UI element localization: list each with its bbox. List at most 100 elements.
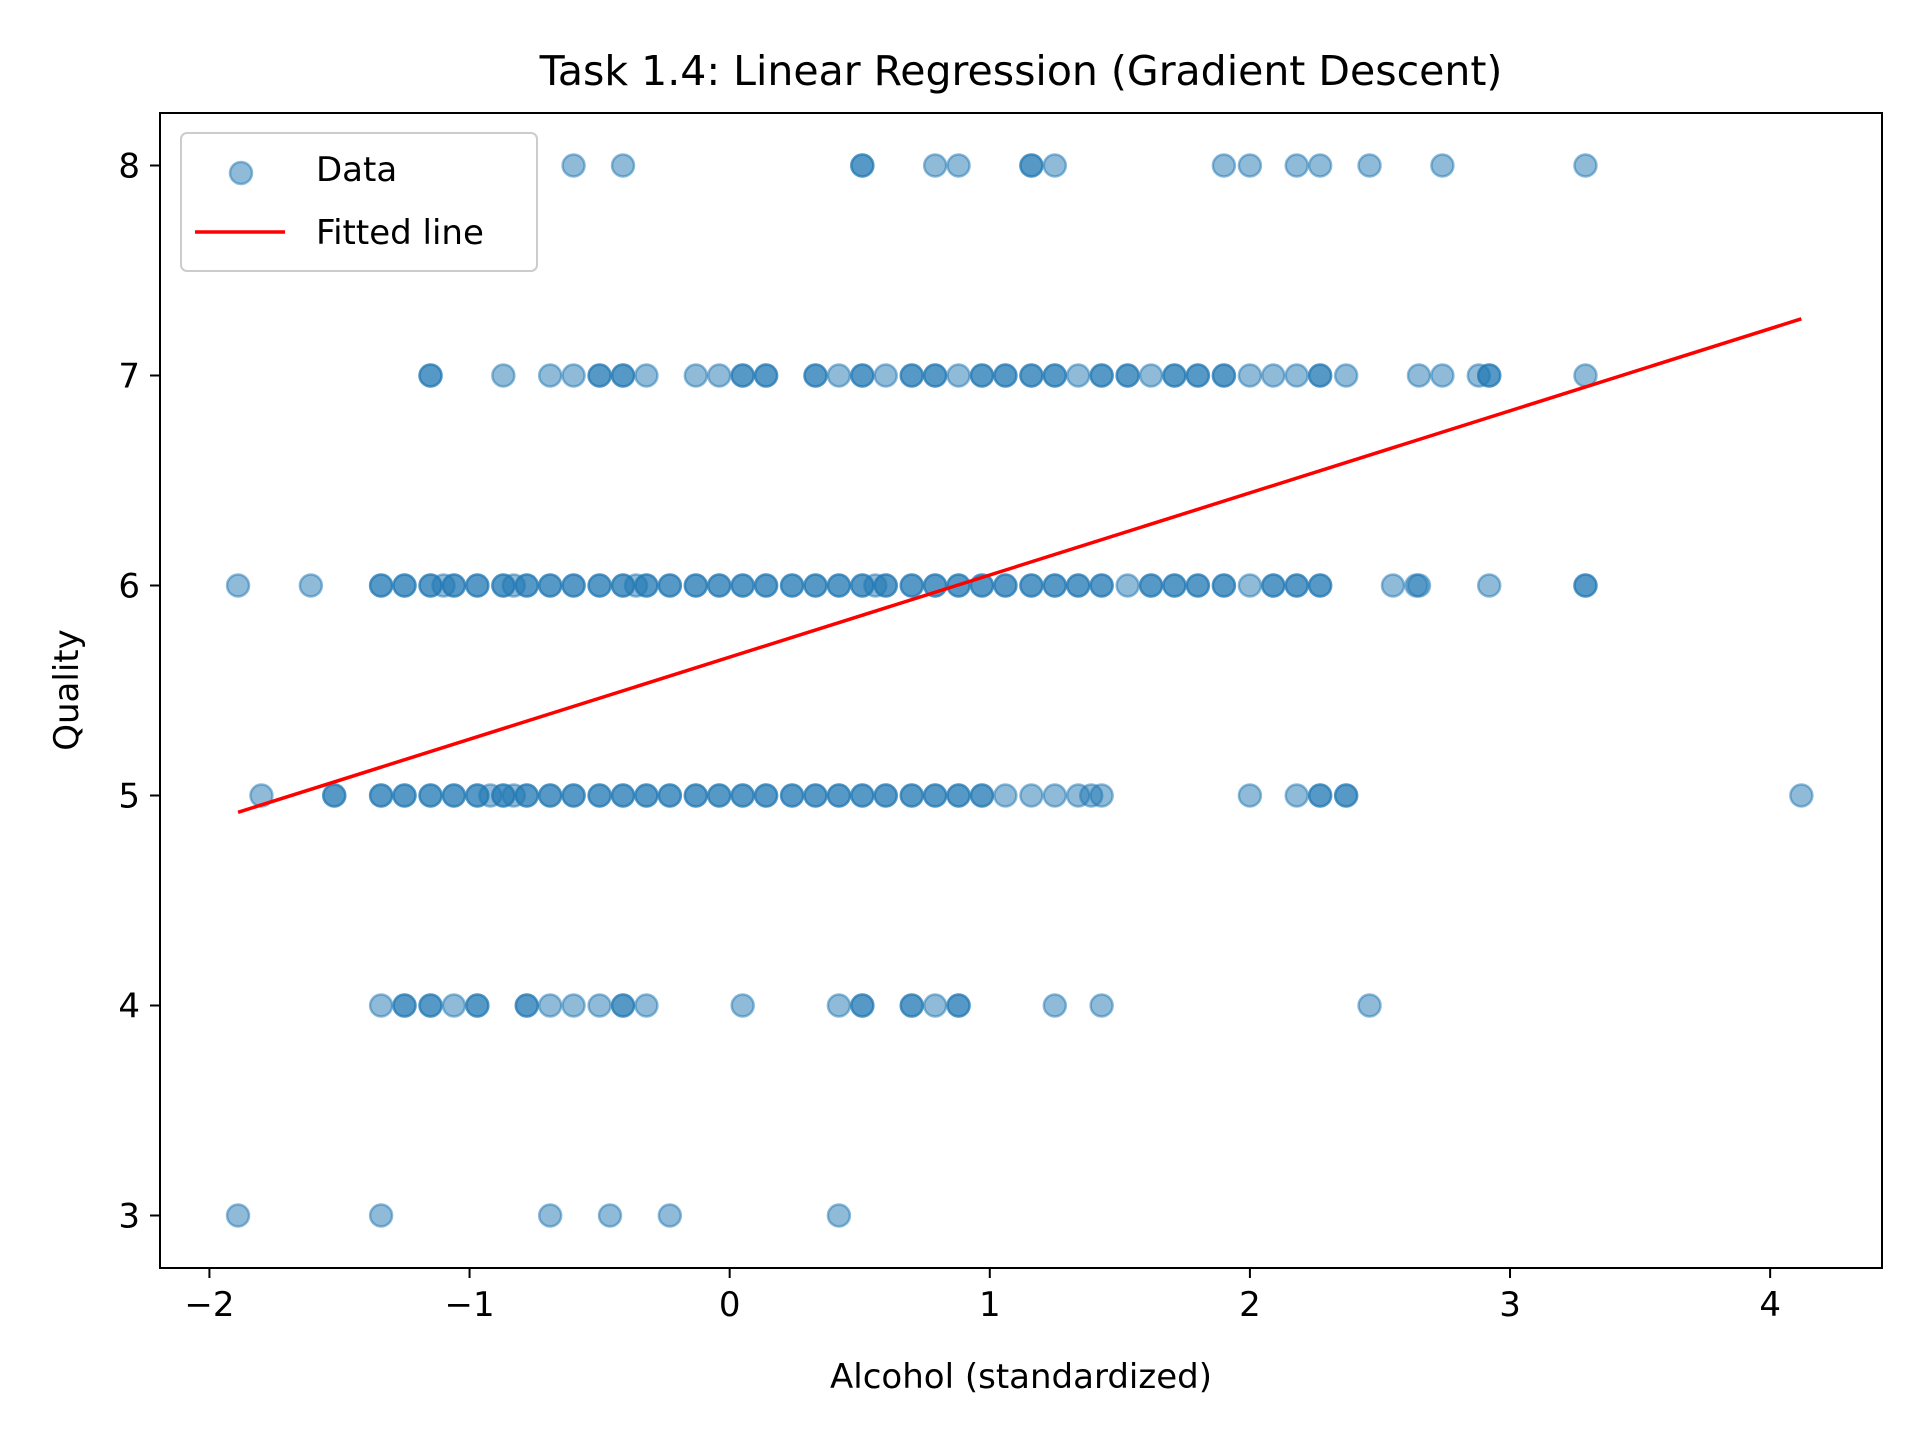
chart-title: Task 1.4: Linear Regression (Gradient De… [539, 47, 1503, 95]
data-point [441, 573, 467, 598]
data-point [1237, 363, 1263, 388]
data-point [1065, 363, 1091, 388]
x-axis-label: Alcohol (standardized) [830, 1357, 1212, 1397]
data-point [1237, 153, 1263, 178]
data-point [587, 993, 612, 1018]
data-point [683, 363, 709, 388]
data-point [1261, 573, 1286, 598]
legend-data-label: Data [316, 150, 397, 190]
data-point [1406, 573, 1432, 598]
x-axis-ticks: −2 −1 0 1 2 3 4 [184, 1268, 1781, 1325]
data-point [850, 153, 875, 178]
y-tick-label: 6 [118, 567, 140, 607]
data-point [1019, 363, 1044, 388]
data-point [1042, 573, 1068, 598]
legend-fitted-line-label: Fitted line [316, 213, 484, 253]
data-point [1284, 573, 1309, 598]
data-point [922, 153, 948, 178]
data-point [707, 573, 732, 598]
data-point [753, 363, 779, 388]
data-point [368, 1203, 394, 1228]
data-point [873, 363, 898, 388]
y-tick-label: 3 [118, 1197, 140, 1237]
data-point [537, 1203, 563, 1228]
data-point [514, 573, 540, 598]
data-point [491, 363, 516, 388]
data-point [610, 783, 636, 808]
data-point [634, 783, 659, 808]
data-point [826, 783, 852, 808]
y-tick-label: 4 [118, 987, 140, 1027]
data-point [850, 363, 875, 388]
x-tick-label: 1 [979, 1285, 1001, 1325]
data-point [1019, 153, 1044, 178]
data-point [597, 1203, 623, 1228]
data-point [1476, 363, 1502, 388]
data-point [1089, 993, 1114, 1018]
data-point [587, 573, 612, 598]
data-point [826, 1203, 852, 1228]
data-point [1042, 153, 1068, 178]
data-point [803, 363, 828, 388]
data-point [1307, 363, 1333, 388]
data-point [1042, 363, 1068, 388]
data-point [392, 573, 417, 598]
data-point [1089, 363, 1114, 388]
data-point [225, 573, 251, 598]
data-point [803, 783, 828, 808]
data-point [850, 783, 875, 808]
data-point [657, 573, 683, 598]
data-point [969, 363, 995, 388]
data-point [779, 573, 805, 598]
data-point [561, 573, 586, 598]
data-point [514, 783, 540, 808]
data-point [537, 993, 563, 1018]
data-point [899, 573, 924, 598]
data-point [634, 363, 659, 388]
data-point [1138, 363, 1164, 388]
data-point [1406, 363, 1432, 388]
data-point [803, 573, 828, 598]
data-point [537, 363, 563, 388]
data-point [1284, 783, 1309, 808]
data-point [707, 363, 732, 388]
y-tick-label: 5 [118, 777, 140, 817]
data-point [1185, 573, 1211, 598]
data-point [873, 573, 898, 598]
data-point [1333, 783, 1359, 808]
data-point [922, 783, 948, 808]
data-point [1185, 363, 1211, 388]
data-point [1357, 993, 1382, 1018]
x-tick-label: 2 [1239, 1285, 1261, 1325]
data-point [1211, 363, 1237, 388]
data-point [465, 993, 490, 1018]
data-point [1284, 363, 1309, 388]
data-point [1065, 573, 1091, 598]
data-point [922, 363, 948, 388]
data-point [1237, 783, 1263, 808]
data-point [1138, 573, 1164, 598]
data-point [826, 363, 852, 388]
y-tick-label: 7 [118, 357, 140, 397]
data-point [418, 783, 443, 808]
data-point [392, 783, 417, 808]
data-point [225, 1203, 251, 1228]
data-point [441, 783, 467, 808]
data-point [587, 363, 612, 388]
y-axis-ticks: 3 4 5 6 7 8 [118, 147, 160, 1237]
data-point [1162, 363, 1187, 388]
scatter-points [225, 153, 1814, 1228]
data-point [1211, 153, 1237, 178]
data-point [1115, 363, 1140, 388]
legend-data-marker [228, 160, 254, 186]
x-tick-label: −2 [184, 1285, 234, 1325]
data-point [873, 783, 898, 808]
data-point [946, 153, 971, 178]
data-point [826, 573, 852, 598]
legend: Data Fitted line [180, 132, 538, 272]
data-point [322, 783, 347, 808]
data-point [683, 783, 709, 808]
data-point [418, 993, 443, 1018]
data-point [1333, 363, 1359, 388]
data-point [969, 783, 995, 808]
